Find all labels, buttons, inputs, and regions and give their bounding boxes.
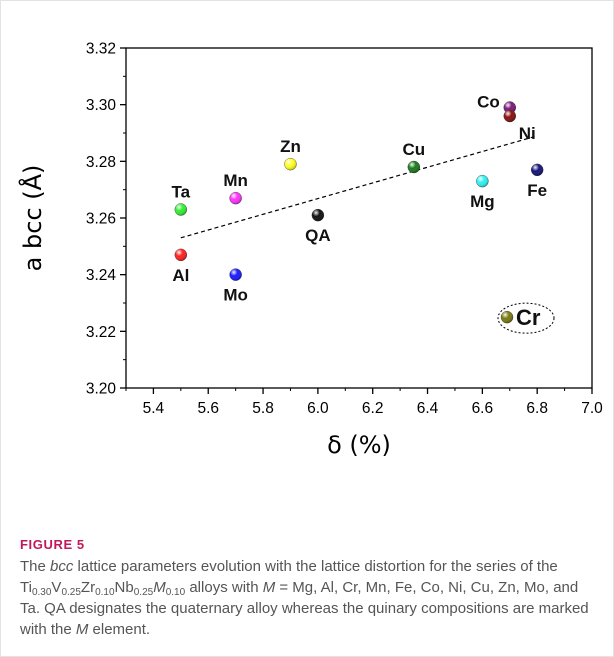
point-label: Ta: [172, 183, 191, 202]
x-tick-label: 5.6: [197, 400, 219, 417]
point-label: Co: [477, 93, 500, 112]
point-ni: Ni: [503, 109, 536, 143]
plot-area-frame: [125, 47, 593, 389]
y-axis-title: a bcc (Å): [18, 165, 47, 272]
point-highlight: [284, 158, 297, 171]
point-highlight: [501, 311, 514, 324]
point-highlight: [503, 101, 516, 114]
point-label: Zn: [280, 137, 301, 156]
point-co: Co: [477, 93, 516, 114]
x-tick-label: 6.2: [362, 400, 384, 417]
point-highlight: [531, 163, 544, 176]
scatter-chart: 3.20 3.22 3.24 3.26 3.28 3.30 3.32 5.4 5.6 5.8 6.…: [18, 41, 603, 460]
point-highlight: [174, 203, 187, 216]
y-tick-label: 3.28: [86, 154, 116, 171]
point-zn: Zn: [280, 137, 301, 171]
point-fe: Fe: [527, 163, 547, 200]
x-axis-title: δ (%): [327, 431, 391, 459]
point-mn: Mn: [223, 171, 248, 205]
point-label: Al: [172, 266, 189, 285]
point-al: Al: [172, 248, 189, 285]
point-label: Cr: [516, 305, 541, 330]
caption-text: The bcc lattice parameters evolution wit…: [20, 558, 589, 638]
point-label: Mg: [470, 192, 495, 211]
y-tick-label: 3.26: [86, 211, 116, 228]
point-label: Mn: [223, 171, 248, 190]
x-axis-ticks: 5.4 5.6 5.8 6.0 6.2 6.4 6.6 6.8 7.0: [125, 388, 603, 417]
point-qa: QA: [305, 208, 331, 245]
point-label: QA: [305, 226, 331, 245]
data-points: Al Ta Mo Mn Zn QA Cu Mg Co Ni Fe Cr: [172, 93, 548, 331]
x-tick-label: 7.0: [581, 400, 603, 417]
figure-label: FIGURE 5: [20, 537, 85, 552]
point-highlight: [407, 161, 420, 173]
highlight-ellipse: [497, 302, 555, 334]
point-label: Ni: [519, 124, 536, 143]
y-tick-label: 3.24: [86, 267, 117, 284]
y-tick-label: 3.20: [86, 381, 117, 398]
point-highlight: [476, 175, 489, 188]
point-mg: Mg: [470, 174, 495, 211]
point-label: Fe: [527, 181, 547, 200]
point-label: Mo: [223, 286, 248, 305]
x-tick-label: 5.8: [252, 400, 274, 417]
x-tick-label: 5.4: [143, 400, 165, 417]
point-label: Cu: [402, 140, 425, 159]
point-highlight: [229, 268, 242, 281]
point-highlight: [503, 110, 516, 122]
y-tick-label: 3.22: [86, 324, 116, 341]
point-highlight: [311, 209, 324, 222]
point-ta: Ta: [172, 183, 191, 216]
y-tick-label: 3.32: [86, 41, 116, 58]
point-highlight: [229, 192, 242, 205]
point-cr: Cr: [500, 305, 541, 330]
point-highlight: [174, 248, 187, 261]
x-tick-label: 6.0: [307, 400, 329, 417]
y-tick-label: 3.30: [86, 97, 117, 114]
trend-line: [180, 135, 538, 239]
figure-caption: FIGURE 5 The bcc lattice parameters evol…: [20, 537, 600, 640]
x-tick-label: 6.6: [472, 400, 494, 417]
point-mo: Mo: [223, 268, 248, 305]
x-tick-label: 6.4: [417, 400, 439, 417]
y-axis-ticks: 3.20 3.22 3.24 3.26 3.28 3.30 3.32: [86, 41, 126, 398]
point-cu: Cu: [402, 140, 425, 174]
x-tick-label: 6.8: [526, 400, 548, 417]
